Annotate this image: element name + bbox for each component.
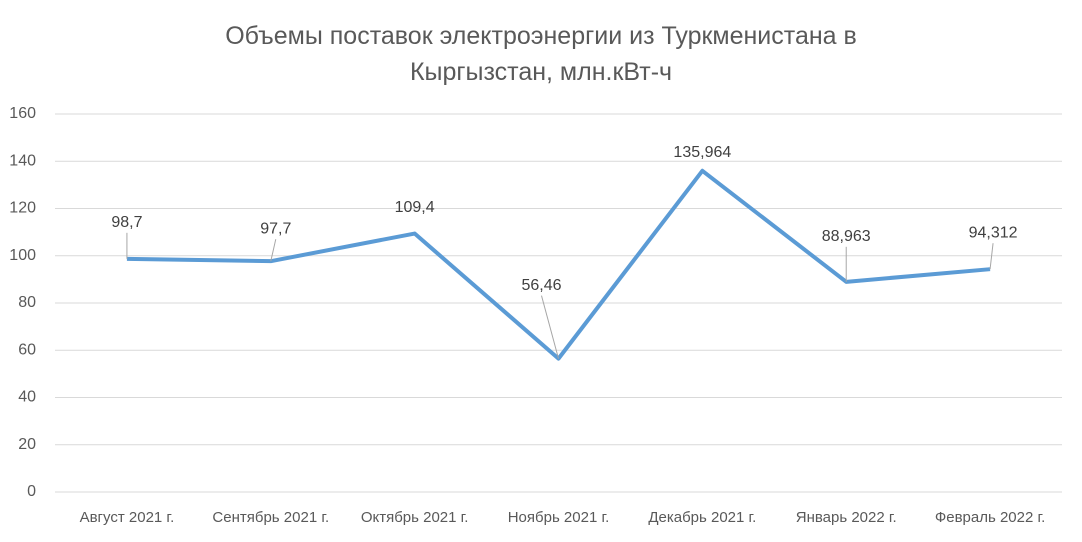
x-tick-label: Ноябрь 2021 г. (508, 509, 610, 526)
x-tick-label: Декабрь 2021 г. (648, 509, 756, 526)
data-label: 98,7 (111, 214, 142, 231)
y-tick-label: 100 (9, 247, 36, 264)
x-tick-label: Октябрь 2021 г. (361, 509, 469, 526)
y-tick-label: 20 (18, 436, 36, 453)
data-label: 94,312 (969, 224, 1018, 241)
leader-line (541, 295, 559, 359)
y-tick-label: 40 (18, 389, 36, 406)
data-label: 135,964 (673, 144, 731, 161)
data-label: 56,46 (521, 277, 561, 294)
data-line (126, 168, 991, 361)
leader-line (989, 243, 994, 270)
x-tick-label: Сентябрь 2021 г. (212, 509, 329, 526)
x-tick-label: Февраль 2022 г. (935, 509, 1045, 526)
y-tick-label: 80 (18, 294, 36, 311)
data-label: 97,7 (260, 220, 291, 237)
data-label: 109,4 (395, 199, 435, 216)
y-tick-label: 140 (9, 152, 36, 169)
x-tick-label: Август 2021 г. (80, 509, 175, 526)
x-tick-label: Январь 2022 г. (796, 509, 897, 526)
data-label: 88,963 (822, 228, 871, 245)
y-tick-label: 120 (9, 200, 36, 217)
y-tick-label: 160 (9, 105, 36, 122)
leader-line (270, 239, 277, 262)
chart-title: Объемы поставок электроэнергии из Туркме… (225, 22, 857, 86)
y-tick-label: 60 (18, 341, 36, 358)
y-tick-label: 0 (27, 483, 36, 500)
